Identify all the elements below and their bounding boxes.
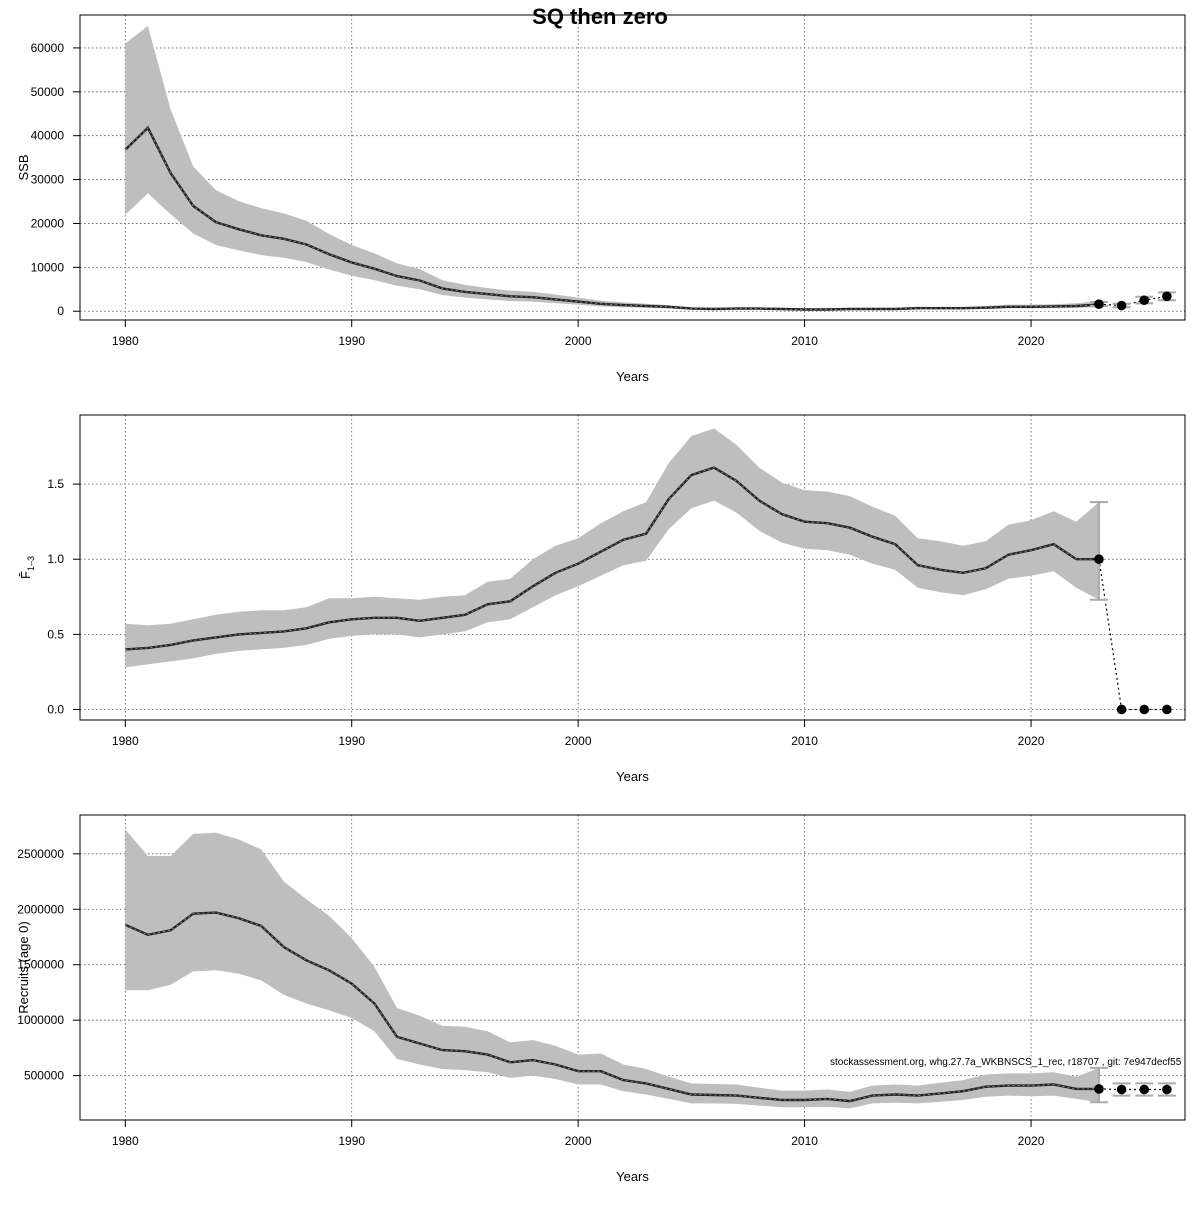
x-tick-label-2010: 2010 xyxy=(791,1134,818,1148)
plot-frame xyxy=(79,14,1186,321)
plot-frame xyxy=(79,814,1186,1121)
panel-1: 1980 1990 2000 2010 2020 0 10000 20000 30000 4000… xyxy=(16,14,1186,384)
y-tick-label-1: 1000000 xyxy=(17,1013,64,1027)
y-axis-title: SSB xyxy=(16,154,31,180)
x-tick-label-2020: 2020 xyxy=(1018,1134,1045,1148)
panel-3: 1980 1990 2000 2010 2020 500000 1000000 1500000… xyxy=(16,814,1186,1184)
y-tick-label-1: 0.5 xyxy=(47,627,64,641)
x-tick-label-1990: 1990 xyxy=(338,334,365,348)
x-tick-label-2020: 2020 xyxy=(1018,334,1045,348)
x-tick-label-1990: 1990 xyxy=(338,734,365,748)
x-tick-label-2010: 2010 xyxy=(791,734,818,748)
y-tick-label-4: 2500000 xyxy=(17,847,64,861)
chart-title: SQ then zero xyxy=(532,4,668,29)
y-tick-label-3: 2000000 xyxy=(17,902,64,916)
y-tick-label-4: 40000 xyxy=(31,129,65,143)
forecast-point-2026 xyxy=(1162,291,1172,302)
x-axis-title: Years xyxy=(616,369,649,384)
forecast-point-2025 xyxy=(1139,704,1150,715)
forecast-point-2023 xyxy=(1094,1084,1104,1094)
y-tick-label-6: 60000 xyxy=(31,41,65,55)
x-axis-title: Years xyxy=(616,1169,649,1184)
forecast-point-2025 xyxy=(1139,295,1150,306)
y-tick-label-2: 1.0 xyxy=(47,552,64,566)
x-tick-label-1980: 1980 xyxy=(112,334,139,348)
y-axis-title: F̄1–3 xyxy=(18,556,36,579)
y-tick-label-2: 20000 xyxy=(31,216,65,230)
confidence-band xyxy=(125,428,1100,668)
x-axis-title: Years xyxy=(616,769,649,784)
plot-frame xyxy=(79,414,1186,721)
forecast-connector xyxy=(1098,1088,1167,1091)
forecast-point-2024 xyxy=(1116,704,1127,715)
y-tick-label-0: 500000 xyxy=(24,1069,64,1083)
y-tick-label-3: 1.5 xyxy=(47,477,64,491)
forecast-point-2023 xyxy=(1094,299,1104,310)
estimate-line-dots xyxy=(125,912,1099,1102)
x-tick-label-2000: 2000 xyxy=(565,334,592,348)
x-tick-label-2000: 2000 xyxy=(565,734,592,748)
x-tick-label-1990: 1990 xyxy=(338,1134,365,1148)
x-tick-label-1980: 1980 xyxy=(112,734,139,748)
y-tick-label-2: 1500000 xyxy=(17,958,64,972)
forecast-point-2023 xyxy=(1094,554,1104,565)
forecast-point-2025 xyxy=(1139,1084,1150,1095)
y-tick-label-0: 0 xyxy=(57,304,64,318)
y-tick-label-1: 10000 xyxy=(31,260,65,274)
x-tick-label-2000: 2000 xyxy=(565,1134,592,1148)
y-tick-label-0: 0.0 xyxy=(47,702,64,716)
y-tick-label-3: 30000 xyxy=(31,173,65,187)
x-tick-label-1980: 1980 xyxy=(112,1134,139,1148)
forecast-point-2024 xyxy=(1116,1084,1127,1095)
x-tick-label-2010: 2010 xyxy=(791,334,818,348)
y-axis-title: Recruits (age 0) xyxy=(16,921,31,1013)
y-tick-label-5: 50000 xyxy=(31,85,65,99)
forecast-connector xyxy=(1098,559,1167,711)
y-axis-title-subscript: 1–3 xyxy=(26,556,36,571)
x-tick-label-2020: 2020 xyxy=(1018,734,1045,748)
footnote: stockassessment.org, whg.27.7a_WKBNSCS_1… xyxy=(830,1057,1182,1068)
forecast-point-2024 xyxy=(1116,300,1127,311)
forecast-point-2026 xyxy=(1162,704,1172,715)
forecast-point-2026 xyxy=(1162,1084,1172,1095)
panel-2: 1980 1990 2000 2010 2020 0.0 0.5 1.0 1.5 Years F̄1… xyxy=(18,414,1186,784)
confidence-band xyxy=(125,829,1100,1109)
estimate-line-dots xyxy=(125,467,1099,650)
forecast-connector xyxy=(1098,295,1168,307)
estimate-line-dots xyxy=(125,127,1100,310)
